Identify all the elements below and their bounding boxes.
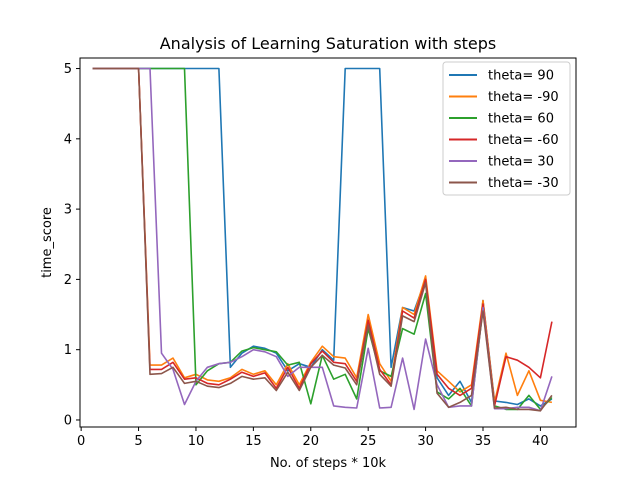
x-tick-label: 0 bbox=[77, 434, 85, 449]
chart-title: Analysis of Learning Saturation with ste… bbox=[160, 34, 497, 53]
plot-frame bbox=[79, 57, 577, 428]
y-axis-label: time_score bbox=[40, 207, 55, 278]
y-tick-label: 3 bbox=[64, 203, 72, 218]
series-layer bbox=[92, 67, 553, 412]
y-tick-label: 5 bbox=[64, 62, 72, 77]
legend-label: theta= -90 bbox=[488, 90, 559, 105]
x-tick-label: 20 bbox=[303, 434, 320, 449]
x-tick-label: 5 bbox=[134, 434, 142, 449]
series-line-5 bbox=[92, 67, 553, 412]
x-axis-label: No. of steps * 10k bbox=[270, 456, 387, 471]
y-tick-label: 1 bbox=[64, 343, 72, 358]
x-tick-label: 15 bbox=[245, 434, 262, 449]
x-axis: 0 5 10 15 20 25 30 35 40 bbox=[77, 427, 549, 449]
x-tick-label: 25 bbox=[360, 434, 377, 449]
x-tick-label: 30 bbox=[417, 434, 434, 449]
x-tick-label: 10 bbox=[188, 434, 205, 449]
y-axis: 0 1 2 3 4 5 bbox=[64, 62, 80, 428]
legend-label: theta= -60 bbox=[488, 133, 559, 148]
x-tick-label: 35 bbox=[475, 434, 492, 449]
y-tick-label: 2 bbox=[64, 273, 72, 288]
legend-label: theta= -30 bbox=[488, 176, 559, 191]
legend-label: theta= 30 bbox=[488, 155, 554, 170]
legend-label: theta= 90 bbox=[488, 69, 554, 84]
legend-label: theta= 60 bbox=[488, 112, 554, 127]
y-tick-label: 4 bbox=[64, 132, 72, 147]
x-tick-label: 40 bbox=[532, 434, 549, 449]
y-tick-label: 0 bbox=[64, 413, 72, 428]
legend: theta= 90 theta= -90 theta= 60 theta= -60 th… bbox=[442, 61, 571, 196]
